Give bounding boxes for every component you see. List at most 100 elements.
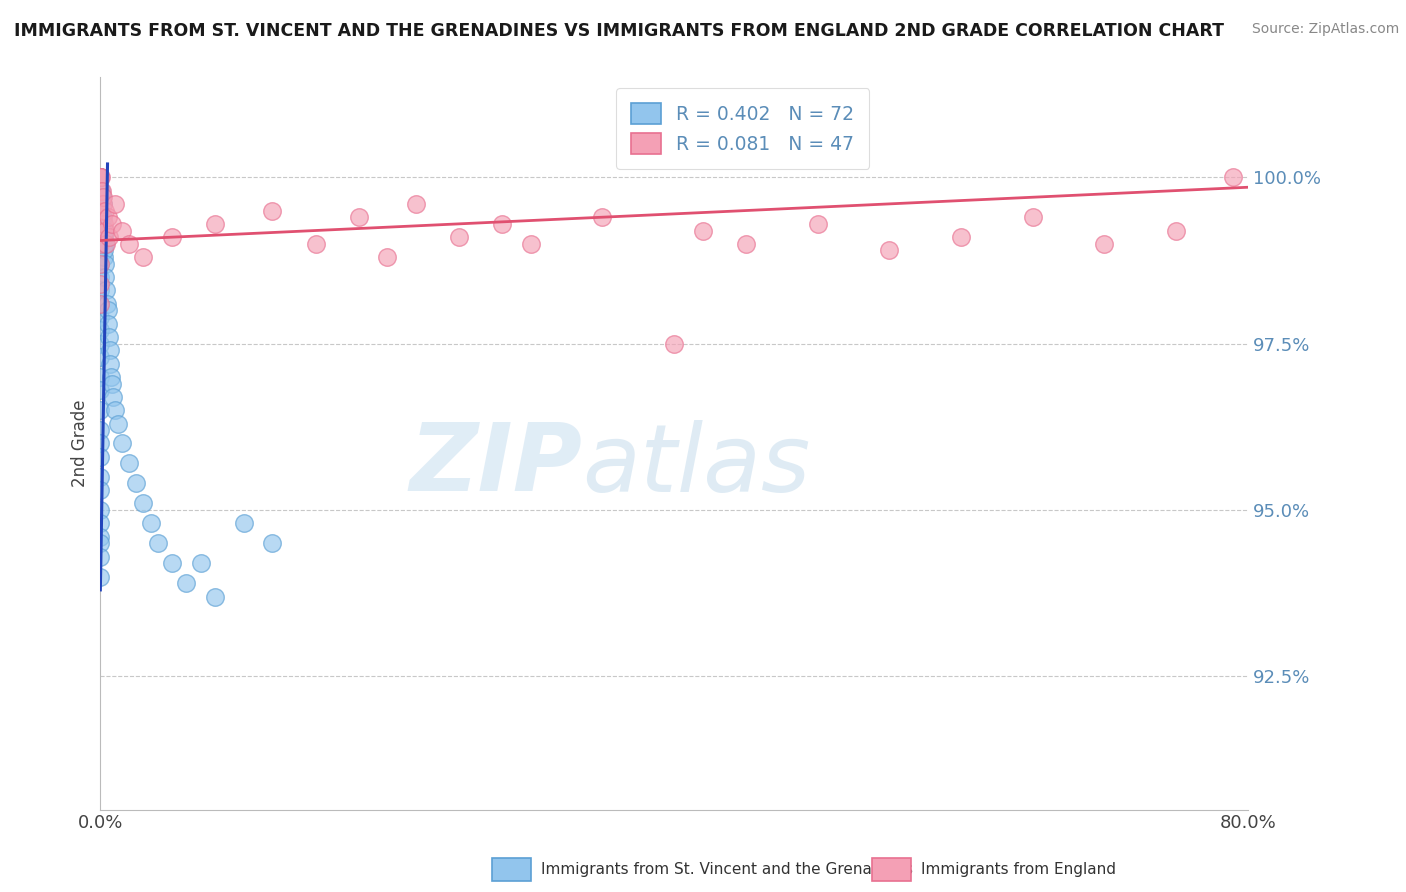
Point [89, 383, 111, 397]
Point [91, 197, 114, 211]
Point [89, 211, 111, 225]
Text: IMMIGRANTS FROM ST. VINCENT AND THE GRENADINES VS IMMIGRANTS FROM ENGLAND 2ND GR: IMMIGRANTS FROM ST. VINCENT AND THE GREN… [14, 22, 1225, 40]
Point [89, 450, 111, 464]
Point [93, 230, 115, 244]
Point [91, 236, 114, 251]
Point [93, 203, 115, 218]
Point [89, 184, 111, 198]
Point [89, 170, 111, 185]
Point [96, 303, 118, 318]
Point [146, 536, 169, 550]
Point [204, 217, 226, 231]
Point [89, 277, 111, 291]
Point [89, 296, 111, 310]
Point [97, 330, 120, 344]
Point [89, 310, 111, 324]
Point [949, 230, 972, 244]
Point [304, 236, 326, 251]
Point [89, 483, 111, 497]
Point [89, 257, 111, 271]
Point [132, 496, 155, 510]
Point [89, 516, 111, 531]
Point [107, 417, 129, 431]
Point [94, 236, 117, 251]
Point [100, 357, 122, 371]
Point [1021, 211, 1043, 225]
Point [89, 469, 111, 483]
Point [89, 284, 111, 298]
Point [91, 190, 114, 204]
Point [89, 203, 111, 218]
Point [139, 516, 162, 531]
Point [89, 257, 111, 271]
Point [89, 223, 111, 237]
Point [519, 236, 541, 251]
Point [91, 223, 114, 237]
Text: Immigrants from England: Immigrants from England [921, 863, 1116, 877]
Point [90, 170, 112, 185]
Point [877, 244, 900, 258]
Point [447, 230, 470, 244]
Point [90, 203, 112, 218]
Point [405, 197, 427, 211]
Point [89, 436, 111, 450]
Point [89, 236, 111, 251]
Point [89, 530, 111, 544]
Point [89, 223, 111, 237]
Point [89, 203, 111, 218]
Point [662, 336, 685, 351]
Point [176, 576, 198, 591]
Point [89, 170, 111, 185]
Point [94, 270, 117, 285]
Point [104, 197, 127, 211]
Point [591, 211, 613, 225]
Point [89, 403, 111, 417]
Point [100, 370, 122, 384]
Legend: R = 0.402   N = 72, R = 0.081   N = 47: R = 0.402 N = 72, R = 0.081 N = 47 [616, 88, 869, 169]
Point [93, 250, 115, 264]
Point [91, 197, 114, 211]
Point [89, 190, 111, 204]
Point [97, 317, 120, 331]
Point [89, 170, 111, 185]
Point [89, 170, 111, 185]
Point [94, 236, 117, 251]
Point [90, 184, 112, 198]
Point [89, 270, 111, 285]
Point [1092, 236, 1115, 251]
Point [103, 390, 125, 404]
Point [97, 230, 120, 244]
Point [89, 423, 111, 437]
Text: atlas: atlas [582, 420, 810, 511]
Point [132, 250, 155, 264]
Point [89, 536, 111, 550]
Point [375, 250, 398, 264]
Point [89, 569, 111, 583]
Point [118, 236, 141, 251]
Point [232, 516, 254, 531]
Point [262, 536, 284, 550]
Point [89, 549, 111, 564]
Point [89, 170, 111, 185]
Point [491, 217, 513, 231]
Point [1222, 170, 1244, 185]
Text: Source: ZipAtlas.com: Source: ZipAtlas.com [1251, 22, 1399, 37]
Point [89, 184, 111, 198]
Point [204, 590, 226, 604]
Point [90, 190, 112, 204]
Point [89, 170, 111, 185]
Point [104, 403, 127, 417]
Y-axis label: 2nd Grade: 2nd Grade [72, 400, 89, 487]
Point [734, 236, 756, 251]
Point [96, 296, 118, 310]
Point [262, 203, 284, 218]
Point [89, 336, 111, 351]
Point [692, 223, 714, 237]
Point [96, 211, 118, 225]
Point [93, 244, 115, 258]
Point [94, 284, 117, 298]
Text: Immigrants from St. Vincent and the Grenadines: Immigrants from St. Vincent and the Gren… [541, 863, 914, 877]
Point [1166, 223, 1188, 237]
Point [111, 436, 134, 450]
Point [118, 457, 141, 471]
